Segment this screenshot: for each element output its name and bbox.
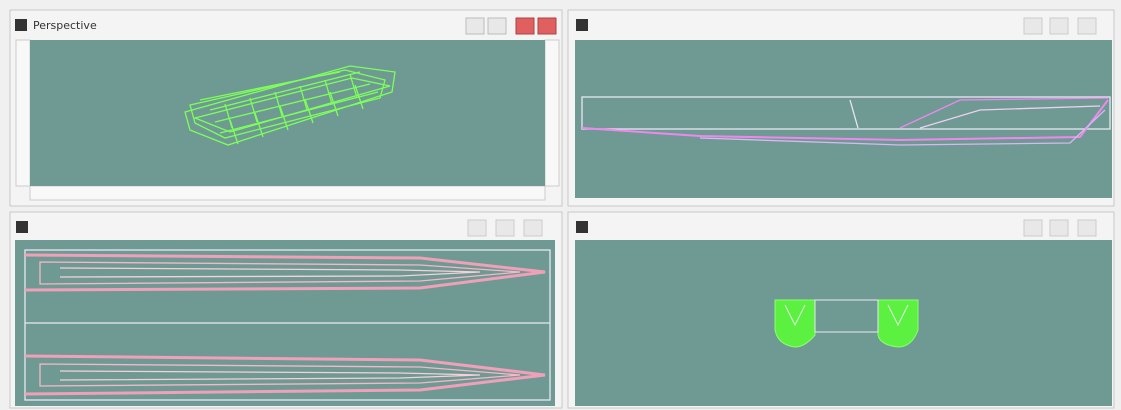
canvas: [575, 240, 1112, 406]
minimize-button[interactable]: [468, 220, 486, 236]
viewport-perspective: Perspective: [10, 10, 562, 206]
canvas: [30, 40, 545, 186]
panel-icon: [576, 19, 588, 31]
bottom-ruler: [30, 186, 545, 200]
restore-button[interactable]: [1050, 18, 1068, 34]
restore-button[interactable]: [1050, 220, 1068, 236]
viewport-profile: [568, 10, 1114, 206]
close-button[interactable]: [1078, 18, 1096, 34]
canvas: [575, 40, 1112, 198]
viewport-plan: [10, 212, 562, 408]
minimize-button[interactable]: [1024, 220, 1042, 236]
panel-icon: [15, 19, 27, 31]
close-button[interactable]: [538, 18, 556, 34]
panel-icon: [576, 221, 588, 233]
close-button[interactable]: [1078, 220, 1096, 236]
minimize-button[interactable]: [466, 18, 484, 34]
panel-title: Perspective: [33, 19, 97, 32]
maximize-button[interactable]: [516, 18, 534, 34]
restore-button[interactable]: [496, 220, 514, 236]
restore-button[interactable]: [488, 18, 506, 34]
panel-icon: [16, 221, 28, 233]
left-ruler: [16, 40, 30, 186]
cad-window: Perspective: [0, 0, 1121, 410]
viewport-body: [568, 212, 1114, 408]
minimize-button[interactable]: [1024, 18, 1042, 34]
right-ruler: [545, 40, 559, 186]
close-button[interactable]: [524, 220, 542, 236]
